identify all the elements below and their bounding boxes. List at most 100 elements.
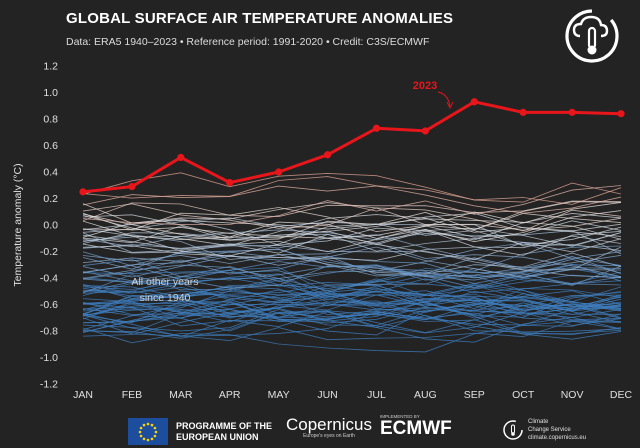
y-tick-label: 0.2 (43, 193, 58, 205)
background-year-line (82, 246, 622, 278)
other-years-annotation-line2: since 1940 (140, 292, 191, 304)
y-tick-label: -1.0 (40, 352, 58, 364)
x-tick-label: DEC (610, 389, 633, 401)
background-year-line (82, 212, 622, 244)
background-year-line (82, 300, 622, 335)
background-year-line (82, 290, 622, 323)
background-year-line (82, 232, 622, 271)
background-year-line (82, 218, 622, 240)
background-year-line (82, 308, 622, 333)
y-tick-label: 0.0 (43, 220, 58, 232)
series-2023-point (568, 108, 576, 116)
y-tick-label: -0.6 (40, 299, 58, 311)
copernicus-logo: Copernicus Europe's eyes on Earth (286, 416, 372, 439)
y-tick-label: 0.6 (43, 140, 58, 152)
background-year-line (82, 223, 622, 257)
background-year-line (82, 278, 622, 303)
x-tick-label: JAN (73, 389, 93, 401)
c3s-logo: Climate Change Service climate.copernicu… (502, 418, 586, 442)
copernicus-tagline: Europe's eyes on Earth (303, 433, 355, 439)
series-2023-arrowhead (446, 101, 454, 110)
background-year-line (82, 242, 622, 278)
series-2023-point (470, 98, 478, 106)
y-tick-label: 0.8 (43, 114, 58, 126)
background-year-line (82, 185, 622, 226)
c3s-thermometer-icon (565, 9, 619, 63)
background-year-line (82, 285, 622, 311)
background-year-line (82, 203, 622, 232)
background-year-line (82, 176, 622, 205)
y-tick-label: -0.8 (40, 326, 58, 338)
y-tick-label: -0.4 (40, 273, 58, 285)
background-year-line (82, 248, 622, 277)
series-2023 (79, 98, 625, 196)
chart-subtitle: Data: ERA5 1940–2023 • Reference period:… (66, 36, 430, 48)
x-tick-label: JUL (367, 389, 386, 401)
background-year-line (82, 299, 622, 332)
background-year-line (82, 305, 622, 339)
y-tick-label: -1.2 (40, 379, 58, 391)
x-tick-label: MAR (169, 389, 193, 401)
ecmwf-wordmark: ECMWF (380, 418, 452, 439)
y-axis: -1.2 -1.0 -0.8 -0.6 -0.4 -0.2 0.0 0.2 0.4 0.6 0.8 1… (40, 61, 58, 391)
other-years-annotation-line1: All other years (131, 276, 198, 288)
background-year-line (82, 229, 622, 255)
series-2023-point (226, 179, 234, 187)
y-tick-label: -0.2 (40, 246, 58, 258)
x-tick-label: SEP (464, 389, 485, 401)
copernicus-wordmark: Copernicus (286, 415, 372, 434)
x-tick-label: AUG (414, 389, 437, 401)
chart-title: GLOBAL SURFACE AIR TEMPERATURE ANOMALIES (66, 10, 454, 27)
background-year-line (82, 294, 622, 316)
x-tick-label: NOV (561, 389, 584, 401)
series-2023-point (128, 182, 136, 191)
background-year-line (82, 300, 622, 331)
background-year-line (82, 288, 622, 316)
series-2023-point (323, 151, 332, 159)
c3s-logo-icon (503, 420, 523, 440)
series-2023-label: 2023 (413, 80, 437, 92)
background-year-line (82, 217, 622, 252)
series-2023-point (421, 127, 429, 135)
background-year-line (82, 251, 622, 289)
x-tick-label: JUN (317, 389, 337, 401)
background-year-line (82, 185, 622, 214)
y-tick-label: 1.2 (43, 61, 58, 73)
temperature-anomaly-chart: -1.2 -1.0 -0.8 -0.6 -0.4 -0.2 0.0 0.2 0.4 0.6 0.8 1… (12, 61, 633, 402)
background-year-line (82, 255, 622, 280)
background-year-line (82, 172, 622, 203)
background-year-line (82, 273, 622, 312)
eu-programme-logo: PROGRAMME OF THE EUROPEAN UNION (128, 418, 272, 445)
x-tick-label: OCT (512, 389, 535, 401)
background-year-line (82, 274, 622, 310)
y-tick-label: 0.4 (43, 167, 58, 179)
background-years-lines (82, 172, 622, 353)
x-tick-label: FEB (122, 389, 142, 401)
ecmwf-logo: IMPLEMENTED BY ECMWF (380, 414, 452, 439)
series-2023-point (519, 108, 527, 116)
series-2023-point (79, 188, 87, 196)
series-2023-point (617, 110, 625, 118)
background-year-line (82, 300, 622, 332)
eu-programme-text: PROGRAMME OF THE EUROPEAN UNION (176, 420, 272, 442)
series-2023-point (177, 153, 185, 162)
background-year-line (82, 296, 622, 321)
y-tick-label: 1.0 (43, 87, 58, 99)
background-year-line (82, 268, 622, 290)
background-year-line (82, 218, 622, 247)
series-2023-line (82, 100, 622, 194)
background-year-line (82, 301, 622, 317)
background-year-line (82, 311, 622, 340)
y-axis-label: Temperature anomaly (°C) (12, 163, 24, 286)
background-year-line (82, 284, 622, 307)
background-year-line (82, 234, 622, 275)
background-year-line (82, 201, 622, 239)
x-axis: JAN FEB MAR APR MAY JUN JUL AUG SEP OCT NOV DEC (73, 389, 632, 401)
background-year-line (82, 202, 622, 231)
background-year-line (82, 220, 622, 253)
background-year-line (82, 308, 622, 343)
series-2023-pointer-arrow (437, 91, 451, 107)
footer-logos: PROGRAMME OF THE EUROPEAN UNION Copernic… (0, 410, 640, 448)
x-tick-label: APR (219, 389, 241, 401)
x-tick-label: MAY (268, 389, 290, 401)
